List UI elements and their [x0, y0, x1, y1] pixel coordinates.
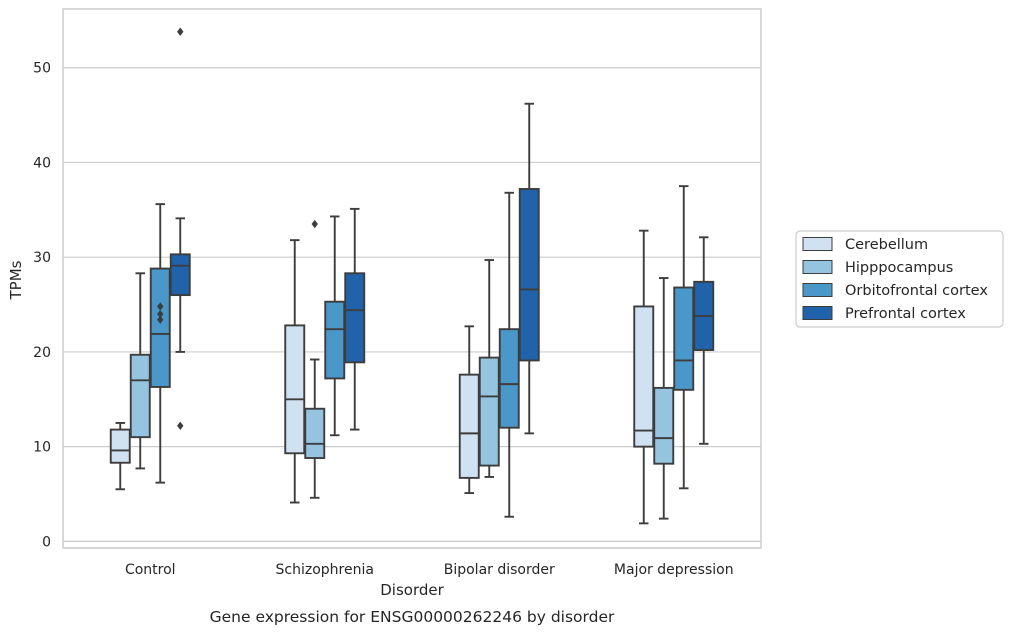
- box-body: [129, 353, 151, 439]
- box-body: [458, 373, 480, 479]
- legend-frame: [795, 230, 1004, 328]
- box-body: [284, 324, 306, 455]
- x-axis-label: Disorder: [380, 581, 444, 599]
- x-tick-label: Major depression: [614, 562, 734, 578]
- box-body: [169, 253, 191, 297]
- y-axis-label: TPMs: [7, 260, 25, 300]
- outlier-point: [157, 315, 164, 324]
- box-3-1: [149, 203, 171, 484]
- box-3-3: [498, 191, 520, 518]
- box-2-4: [653, 277, 675, 520]
- box-3-4: [673, 185, 695, 490]
- y-tick-label: 40: [33, 155, 51, 171]
- box-body: [653, 386, 675, 465]
- box-4-4: [693, 236, 715, 445]
- legend-swatch: [802, 260, 833, 274]
- box-2-2: [304, 219, 326, 499]
- legend-swatch: [802, 306, 833, 320]
- box-body: [498, 328, 520, 429]
- box-body: [324, 300, 346, 380]
- box-2-3: [478, 259, 500, 478]
- box-4-3: [518, 102, 540, 435]
- plot-boxes: [109, 27, 715, 525]
- legend-swatch: [802, 283, 833, 297]
- outlier-point: [157, 309, 164, 319]
- box-body: [304, 407, 326, 459]
- y-tick-label: 20: [33, 345, 51, 361]
- legend-label: Hipppocampus: [845, 260, 953, 276]
- legend-label: Orbitofrontal cortex: [845, 283, 988, 299]
- box-1-2: [284, 239, 306, 504]
- box-body: [109, 428, 131, 464]
- legend-label: Prefrontal cortex: [845, 306, 966, 322]
- box-body: [344, 272, 366, 364]
- legend-label: Cerebellum: [845, 237, 928, 253]
- outlier-point: [311, 219, 318, 229]
- box-1-1: [109, 422, 131, 491]
- chart-caption: Gene expression for ENSG00000262246 by d…: [210, 608, 615, 626]
- y-tick-label: 0: [42, 534, 51, 550]
- box-4-1: [169, 27, 191, 431]
- x-tick-label: Bipolar disorder: [444, 562, 555, 578]
- box-body: [149, 267, 171, 388]
- outlier-point: [177, 27, 184, 36]
- box-1-3: [458, 325, 480, 495]
- x-tick-label: Control: [125, 562, 176, 578]
- y-tick-label: 50: [33, 61, 51, 77]
- x-tick-label: Schizophrenia: [276, 562, 374, 578]
- box-body: [478, 356, 500, 467]
- outlier-point: [157, 302, 164, 311]
- legend: Cerebellum Hipppocampus Orbitofrontal cort…: [795, 230, 1004, 328]
- plot-frame: [62, 8, 762, 549]
- box-1-4: [633, 229, 655, 525]
- box-2-1: [129, 272, 151, 470]
- legend-swatch: [802, 237, 833, 251]
- y-tick-label: 30: [33, 250, 51, 266]
- box-3-2: [324, 215, 346, 437]
- box-body: [673, 286, 695, 391]
- y-tick-labels: 0 10 20 30 40 50: [33, 61, 51, 551]
- outlier-point: [177, 421, 184, 431]
- box-body: [633, 305, 655, 448]
- box-body: [518, 188, 540, 362]
- box-4-2: [344, 207, 366, 431]
- x-tick-labels: Control Schizophrenia Bipolar disorder Majo…: [125, 562, 734, 578]
- y-tick-label: 10: [33, 440, 51, 456]
